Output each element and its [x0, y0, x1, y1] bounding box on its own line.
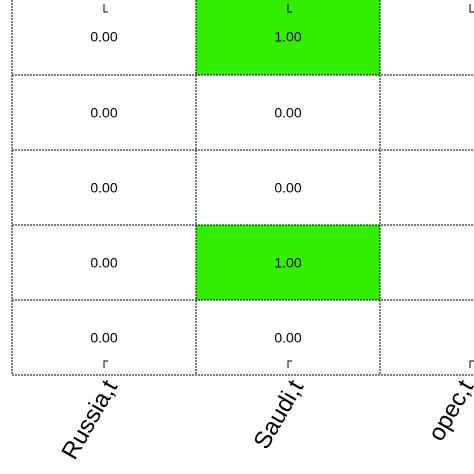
cell-value-r0-c1: 1.00 [274, 29, 301, 45]
heatmap-cell-r2-c1 [196, 150, 380, 225]
cell-value-r3-c1: 1.00 [274, 255, 301, 271]
heatmap-cell-r3-c2 [380, 225, 474, 300]
x-tick-label-1: Saudi,t [248, 375, 309, 453]
heatmap-cell-r3-c1 [196, 225, 380, 300]
cell-value-r2-c1: 0.00 [274, 180, 301, 196]
cell-value-r1-c0: 0.00 [90, 105, 117, 121]
heatmap-cell-r3-c0 [12, 225, 196, 300]
heatmap-cell-r4-c2 [380, 300, 474, 375]
heatmap-cell-r1-c1 [196, 75, 380, 150]
heatmap-cell-r1-c2 [380, 75, 474, 150]
cell-value-r0-c0: 0.00 [90, 29, 117, 45]
tick-mark-bottom [287, 360, 292, 368]
x-tick-labels: Russia,t Saudi,t opec,t [56, 375, 474, 464]
tick-mark-top [103, 4, 108, 13]
heatmap-cell-r2-c2 [380, 150, 474, 225]
x-tick-label-0: Russia,t [56, 375, 123, 464]
grid-lines [11, 0, 474, 376]
cell-value-r4-c1: 0.00 [274, 330, 301, 346]
heatmap-cell-r0-c2 [380, 0, 474, 75]
tick-mark-bottom [103, 360, 108, 368]
cell-value-r4-c0: 0.00 [90, 330, 117, 346]
cell-labels: 0.00 1.00 0.00 0.00 0.00 0.00 0.00 1.00 0.00 0.00 [90, 29, 301, 346]
heatmap-cell-r1-c0 [12, 75, 196, 150]
cell-value-r2-c0: 0.00 [90, 180, 117, 196]
tick-mark-top [469, 4, 474, 13]
tick-mark-bottom [469, 360, 474, 368]
cell-value-r3-c0: 0.00 [90, 255, 117, 271]
x-tick-label-2: opec,t [423, 375, 474, 445]
heatmap-cell-r2-c0 [12, 150, 196, 225]
tick-mark-top [287, 4, 292, 13]
cell-value-r1-c1: 0.00 [274, 105, 301, 121]
heatmap-cells [12, 0, 474, 375]
